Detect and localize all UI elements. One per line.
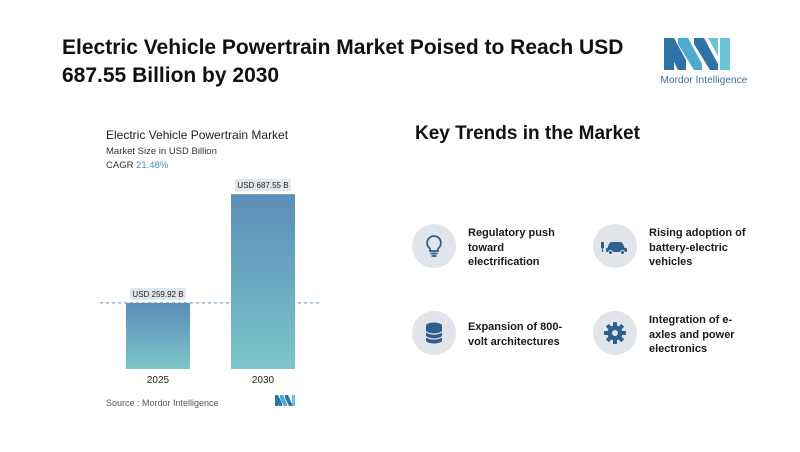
database-icon xyxy=(412,311,456,355)
brand-name: Mordor Intelligence xyxy=(660,75,748,86)
trend-label: Integration of e-axles and power electro… xyxy=(649,314,735,355)
trend-label: Expansion of 800-volt architectures xyxy=(468,321,563,348)
trend-label: Regulatory push toward electrification xyxy=(468,227,555,268)
mordor-logo-icon xyxy=(664,38,730,70)
mini-logo-icon xyxy=(275,395,295,406)
data-label: USD 687.55 B xyxy=(237,181,288,190)
trend-item-regulatory: Regulatory push toward electrification xyxy=(412,224,568,270)
trend-item-e-axles: Integration of e-axles and power electro… xyxy=(593,311,749,357)
trend-item-800-volt: Expansion of 800-volt architectures xyxy=(412,311,568,355)
bar-chart: USD 259.92 B 2025 USD 687.55 B 2030 xyxy=(100,179,320,386)
page-title: Electric Vehicle Powertrain Market Poise… xyxy=(62,36,624,87)
ev-car-icon xyxy=(593,224,637,268)
trend-label: Rising adoption of battery-electric vehi… xyxy=(649,227,746,268)
chart-cagr: CAGR 21.48% xyxy=(106,160,168,171)
cagr-label: CAGR xyxy=(106,160,134,171)
bar-2025 xyxy=(126,302,190,369)
x-tick-label: 2025 xyxy=(147,375,170,386)
value-label-bg xyxy=(235,179,291,192)
chart-source: Source : Mordor Intelligence xyxy=(106,398,219,408)
trend-item-bev-adoption: Rising adoption of battery-electric vehi… xyxy=(593,224,759,270)
brand-logo: Mordor Intelligence xyxy=(656,34,748,90)
bar-2030 xyxy=(231,194,295,369)
gear-icon xyxy=(593,311,637,355)
chart-subtitle: Market Size in USD Billion xyxy=(106,146,217,157)
x-tick-label: 2030 xyxy=(252,375,275,386)
trends-title: Key Trends in the Market xyxy=(415,123,640,144)
chart-title: Electric Vehicle Powertrain Market xyxy=(106,128,289,142)
cagr-value: 21.48% xyxy=(136,160,169,171)
lightbulb-icon xyxy=(412,224,456,268)
data-label: USD 259.92 B xyxy=(132,290,183,299)
value-label-bg xyxy=(130,287,186,300)
